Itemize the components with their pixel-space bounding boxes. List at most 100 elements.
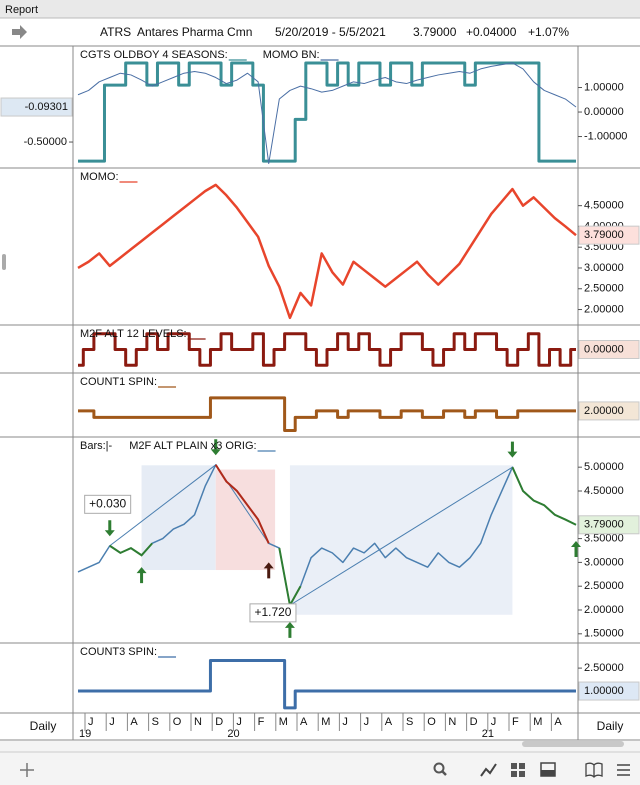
y-tick-label: 5.00000: [584, 461, 624, 473]
y-tick-label: 3.00000: [584, 262, 624, 274]
grid-button[interactable]: [511, 763, 525, 777]
title-bar: [0, 0, 640, 18]
y-tick-label: 1.50000: [584, 628, 624, 640]
last-value-box: [578, 340, 640, 359]
symbol: ATRS: [100, 25, 131, 39]
trend-line: [289, 466, 513, 606]
last-value-label: -0.09301: [25, 101, 68, 113]
last-value-box: [578, 401, 640, 421]
annotation-label: +0.030: [89, 496, 126, 510]
legend-label: M2F ALT PLAIN x3 ORIG:: [129, 440, 256, 452]
add-button[interactable]: [20, 763, 34, 777]
month-label: J: [236, 716, 242, 728]
book-button[interactable]: [585, 762, 603, 778]
month-label: A: [300, 716, 308, 728]
series-line: [77, 62, 577, 165]
y-tick-label: 3.50000: [584, 533, 624, 545]
signal-arrow: [104, 520, 115, 537]
highlight-segment: [109, 542, 153, 557]
trend-line: [109, 464, 217, 547]
month-label: N: [194, 716, 202, 728]
series-line: [78, 658, 576, 710]
y-tick-label: 1.00000: [584, 81, 624, 93]
y-tick-label: 2.00000: [584, 303, 624, 315]
month-label: A: [554, 716, 562, 728]
shaded-region: [141, 465, 216, 571]
link-arrow[interactable]: [12, 25, 27, 39]
series-line: [77, 183, 577, 320]
last-value-box: [578, 681, 640, 701]
month-label: N: [448, 716, 456, 728]
last-value-label: 2.00000: [584, 405, 624, 417]
month-label: D: [215, 716, 223, 728]
month-label: A: [130, 716, 138, 728]
annotation-label: +1.720: [254, 605, 291, 619]
last-value-box: [578, 515, 640, 535]
month-label: M: [279, 716, 288, 728]
legend-label: COUNT3 SPIN:: [80, 646, 157, 658]
y-tick-label: 0.00000: [584, 106, 624, 118]
search-button[interactable]: [433, 762, 447, 776]
y-tick-label: -1.00000: [584, 130, 627, 142]
price-change: +0.04000: [466, 25, 517, 39]
last-value-label: 1.00000: [584, 685, 624, 697]
year-label: 20: [227, 728, 239, 740]
legend-label: M2F ALT 12 LEVELS:: [80, 328, 187, 340]
window-title: Report: [5, 4, 38, 16]
month-label: F: [512, 716, 519, 728]
legend-label: CGTS OLDBOY 4 SEASONS:: [80, 49, 228, 61]
y-tick-label: 4.50000: [584, 200, 624, 212]
month-label: S: [406, 716, 413, 728]
toolbar: [0, 741, 640, 785]
period-label: Daily: [597, 719, 624, 733]
last-price: 3.79000: [413, 25, 457, 39]
list-button[interactable]: [617, 764, 630, 776]
y-tick-label: 2.50000: [584, 662, 624, 674]
month-label: M: [321, 716, 330, 728]
legend-label: MOMO:: [80, 171, 119, 183]
month-label: O: [427, 716, 436, 728]
month-label: J: [364, 716, 370, 728]
last-value-box: [578, 225, 640, 245]
signal-arrow: [571, 540, 581, 557]
month-label: M: [533, 716, 542, 728]
legend-label: MOMO BN:: [263, 49, 320, 61]
month-label: F: [258, 716, 265, 728]
signal-arrow: [210, 439, 221, 456]
signal-arrow: [284, 621, 295, 638]
month-label: J: [491, 716, 497, 728]
month-label: A: [385, 716, 393, 728]
y-tick-label: 2.50000: [584, 283, 624, 295]
annotation-box: [84, 494, 132, 514]
month-label: O: [173, 716, 182, 728]
plot-area: 1.00000 0.00000 -1.00000 -0.50000 -0.09301 CG…: [0, 49, 640, 740]
period-label: Daily: [30, 719, 57, 733]
series-line: [78, 61, 576, 163]
legend-label: Bars:|-: [80, 440, 113, 452]
month-label: J: [109, 716, 115, 728]
signal-arrow: [507, 441, 518, 458]
chart-button[interactable]: [480, 763, 497, 777]
last-value-label: 0.00000: [584, 343, 624, 355]
series-line: [77, 464, 577, 606]
year-label: 21: [482, 728, 494, 740]
company-name: Antares Pharma Cmn: [137, 25, 252, 39]
last-value-box: [0, 97, 73, 117]
last-value-label: 3.79000: [584, 519, 624, 531]
y-tick-label: 2.50000: [584, 580, 624, 592]
y-tick-label: 3.00000: [584, 556, 624, 568]
highlight-segment: [214, 464, 270, 544]
resize-handle[interactable]: [2, 254, 6, 270]
y2-tick-label: -0.50000: [24, 136, 67, 148]
series-line: [78, 332, 576, 367]
last-value-label: 3.79000: [584, 229, 624, 241]
annotation-box: [249, 603, 297, 623]
percent-change: +1.07%: [528, 25, 569, 39]
month-label: D: [470, 716, 478, 728]
y-tick-label: 2.00000: [584, 604, 624, 616]
panel-button[interactable]: [540, 762, 556, 777]
scrollbar[interactable]: [522, 741, 624, 747]
signal-arrow: [263, 562, 274, 579]
shaded-region: [215, 469, 276, 571]
